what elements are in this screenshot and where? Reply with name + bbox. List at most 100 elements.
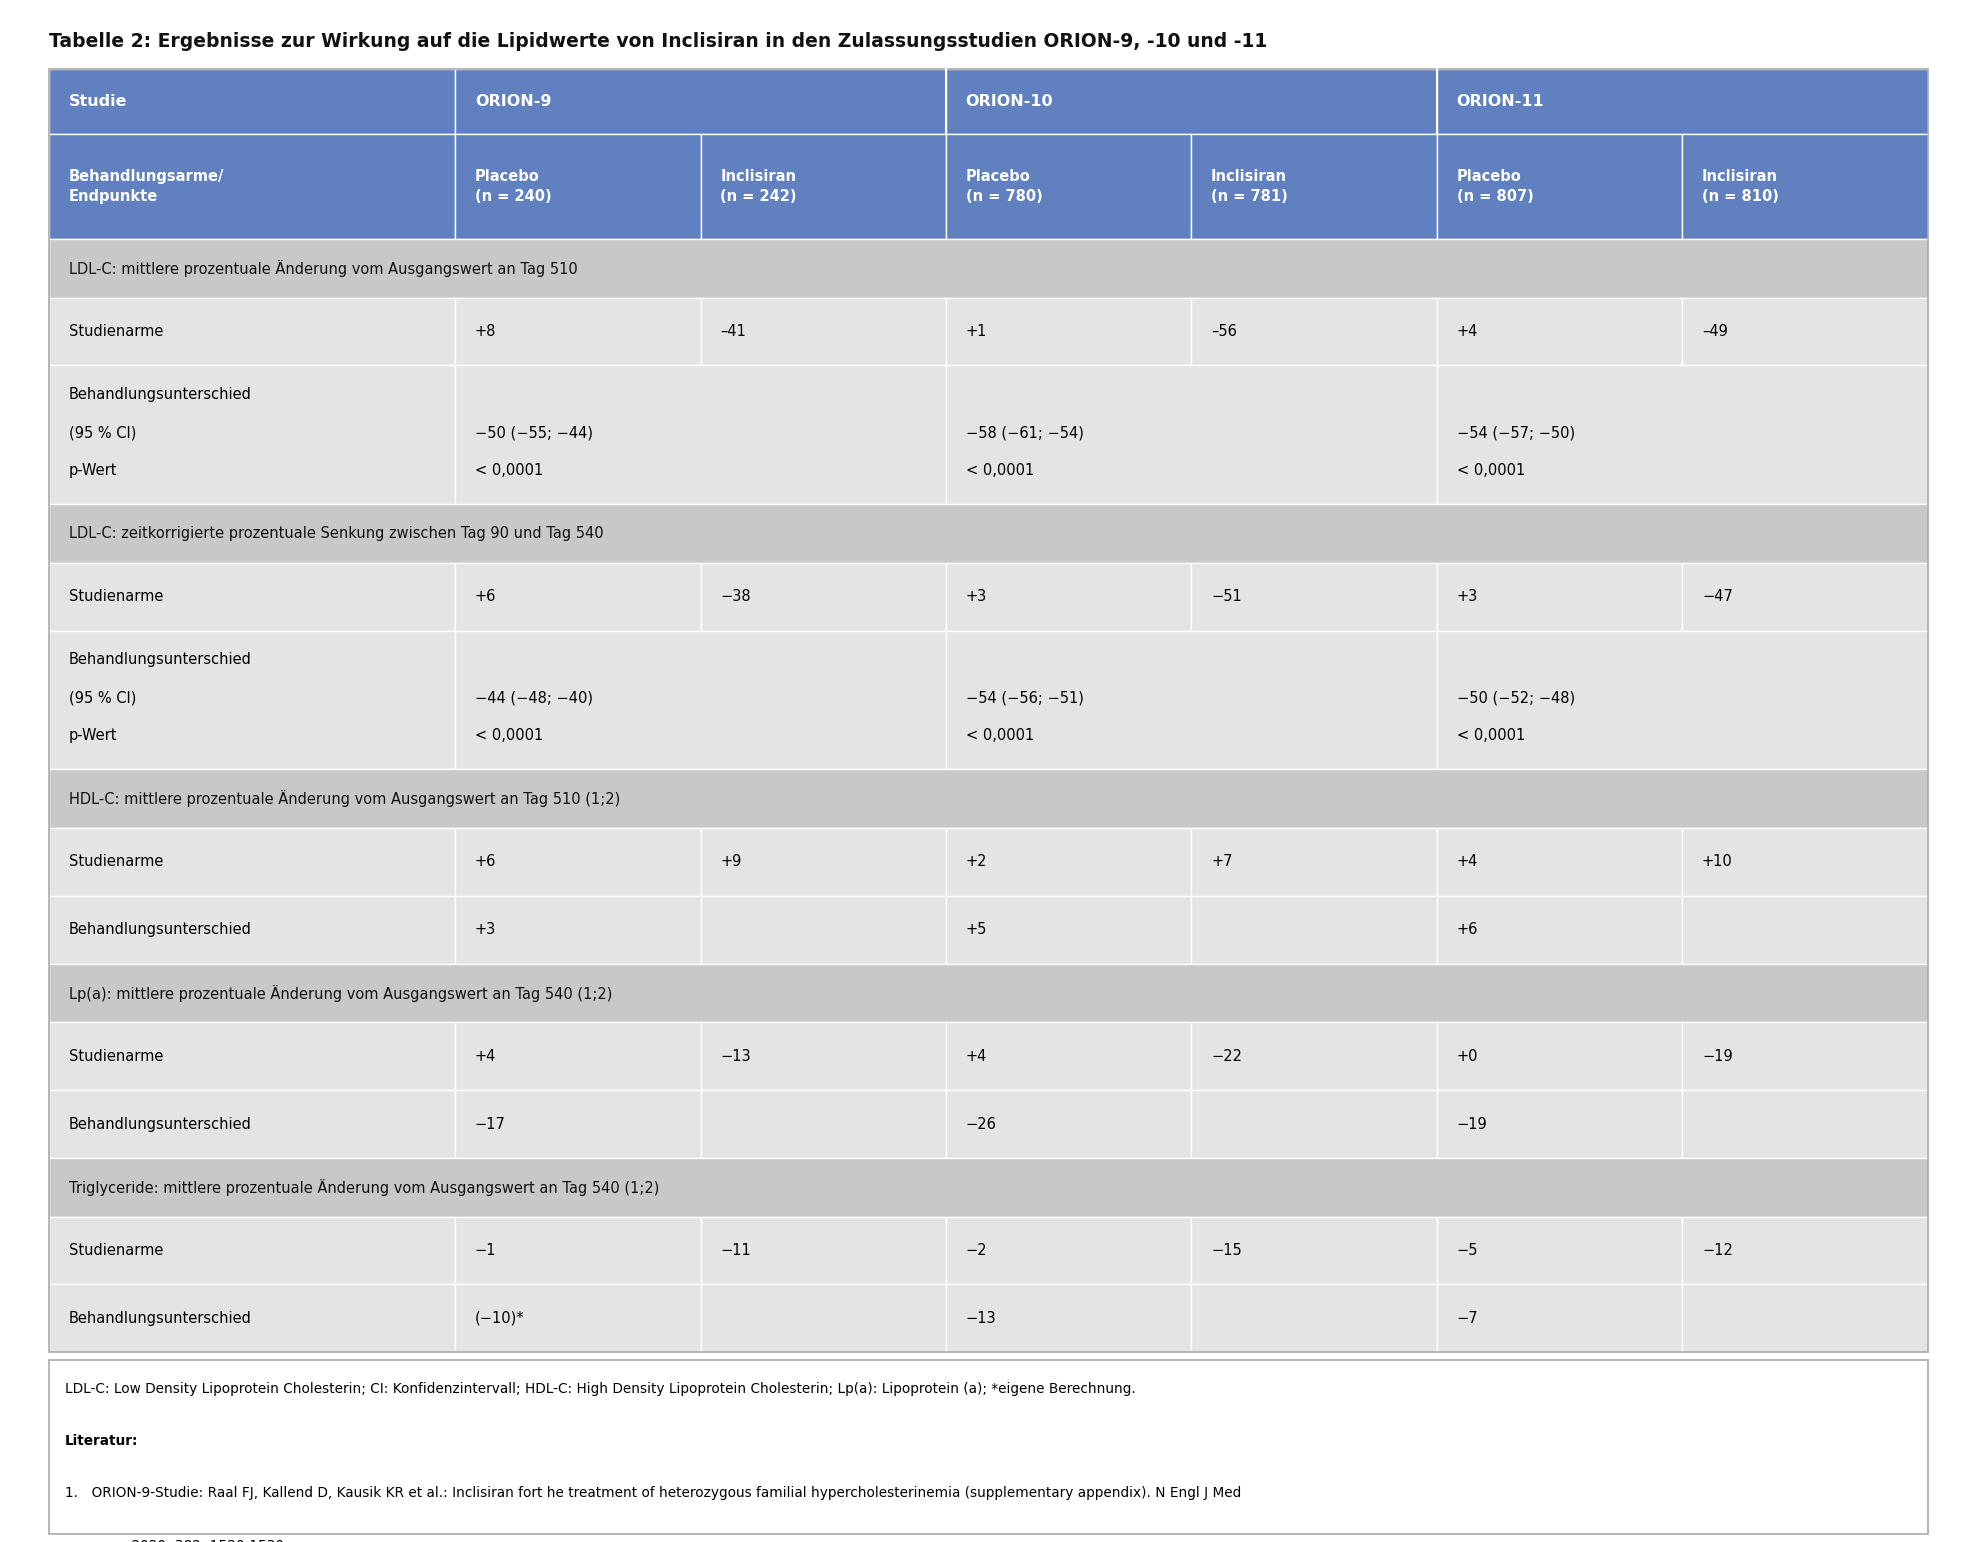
Text: −15: −15 <box>1210 1243 1242 1258</box>
Bar <box>1437 365 1928 504</box>
Bar <box>455 365 946 504</box>
Bar <box>1437 631 1928 769</box>
Bar <box>700 134 946 239</box>
Bar <box>946 69 1437 134</box>
Bar <box>946 1090 1190 1158</box>
Text: −13: −13 <box>966 1311 995 1326</box>
Text: −1: −1 <box>475 1243 497 1258</box>
Text: −38: −38 <box>719 589 751 604</box>
Text: −47: −47 <box>1701 589 1733 604</box>
Text: p-Wert: p-Wert <box>69 463 118 478</box>
Bar <box>1190 134 1437 239</box>
Bar <box>1681 1022 1928 1090</box>
Text: +6: +6 <box>475 589 497 604</box>
Bar <box>455 631 946 769</box>
Text: +7: +7 <box>1210 854 1232 870</box>
Text: Studienarme: Studienarme <box>69 854 164 870</box>
Text: LDL-C: zeitkorrigierte prozentuale Senkung zwischen Tag 90 und Tag 540: LDL-C: zeitkorrigierte prozentuale Senku… <box>69 526 603 541</box>
Text: −54 (−57; −50): −54 (−57; −50) <box>1457 426 1575 439</box>
Text: ORION-11: ORION-11 <box>1457 94 1543 109</box>
Text: −5: −5 <box>1457 1243 1478 1258</box>
Bar <box>455 563 700 631</box>
Text: +3: +3 <box>1457 589 1478 604</box>
Bar <box>1681 1284 1928 1352</box>
Bar <box>455 298 700 365</box>
Bar <box>49 1284 455 1352</box>
Text: HDL-C: mittlere prozentuale Änderung vom Ausgangswert an Tag 510 (1;2): HDL-C: mittlere prozentuale Änderung vom… <box>69 790 621 808</box>
Bar <box>1681 134 1928 239</box>
Text: Inclisiran
(n = 242): Inclisiran (n = 242) <box>719 170 796 204</box>
Text: −11: −11 <box>719 1243 751 1258</box>
Text: < 0,0001: < 0,0001 <box>1457 463 1526 478</box>
Text: –41: –41 <box>719 324 747 339</box>
Text: LDL-C: mittlere prozentuale Änderung vom Ausgangswert an Tag 510: LDL-C: mittlere prozentuale Änderung vom… <box>69 259 578 278</box>
Bar <box>700 298 946 365</box>
Bar <box>1681 1217 1928 1284</box>
Text: Behandlungsunterschied: Behandlungsunterschied <box>69 387 252 402</box>
Text: (−10)*: (−10)* <box>475 1311 524 1326</box>
Bar <box>1437 828 1681 896</box>
Bar <box>700 896 946 964</box>
Text: Triglyceride: mittlere prozentuale Änderung vom Ausgangswert an Tag 540 (1;2): Triglyceride: mittlere prozentuale Änder… <box>69 1178 660 1197</box>
Bar <box>1190 1217 1437 1284</box>
Bar <box>49 504 1928 563</box>
Text: 1. ORION-9-Studie: Raal FJ, Kallend D, Kausik KR et al.: Inclisiran fort he trea: 1. ORION-9-Studie: Raal FJ, Kallend D, K… <box>65 1486 1242 1500</box>
Text: +8: +8 <box>475 324 497 339</box>
Bar <box>700 563 946 631</box>
Bar <box>1437 298 1681 365</box>
Bar <box>1437 1090 1681 1158</box>
Bar <box>1681 828 1928 896</box>
Text: Studie: Studie <box>69 94 128 109</box>
Bar <box>1190 828 1437 896</box>
Text: +6: +6 <box>1457 922 1478 938</box>
Bar <box>49 769 1928 828</box>
Text: −19: −19 <box>1701 1049 1733 1064</box>
Bar <box>700 1284 946 1352</box>
Text: +9: +9 <box>719 854 741 870</box>
Text: −17: −17 <box>475 1116 507 1132</box>
Bar <box>49 298 455 365</box>
Text: +4: +4 <box>966 1049 987 1064</box>
Bar <box>1190 1090 1437 1158</box>
Text: −12: −12 <box>1701 1243 1733 1258</box>
Text: −51: −51 <box>1210 589 1242 604</box>
Bar <box>946 298 1190 365</box>
Text: Behandlungsunterschied: Behandlungsunterschied <box>69 652 252 668</box>
Text: Placebo
(n = 807): Placebo (n = 807) <box>1457 170 1533 204</box>
Bar <box>49 239 1928 298</box>
Text: −50 (−52; −48): −50 (−52; −48) <box>1457 691 1575 705</box>
Bar <box>1190 1284 1437 1352</box>
Text: 2020; 382: 1520-1530.: 2020; 382: 1520-1530. <box>114 1539 288 1542</box>
Text: –49: –49 <box>1701 324 1729 339</box>
Bar <box>455 69 946 134</box>
Bar <box>946 828 1190 896</box>
Text: −2: −2 <box>966 1243 987 1258</box>
Text: +5: +5 <box>966 922 987 938</box>
Text: Lp(a): mittlere prozentuale Änderung vom Ausgangswert an Tag 540 (1;2): Lp(a): mittlere prozentuale Änderung vom… <box>69 984 613 1002</box>
Bar <box>49 631 455 769</box>
Bar <box>1681 563 1928 631</box>
Bar <box>455 1022 700 1090</box>
Bar <box>1190 298 1437 365</box>
Text: −13: −13 <box>719 1049 751 1064</box>
Text: Tabelle 2: Ergebnisse zur Wirkung auf die Lipidwerte von Inclisiran in den Zulas: Tabelle 2: Ergebnisse zur Wirkung auf di… <box>49 32 1267 51</box>
Bar <box>700 1217 946 1284</box>
Bar <box>49 896 455 964</box>
Bar <box>49 1217 455 1284</box>
Bar <box>1437 134 1681 239</box>
Bar <box>49 365 455 504</box>
Bar <box>700 1090 946 1158</box>
Text: −19: −19 <box>1457 1116 1488 1132</box>
Bar <box>1437 896 1681 964</box>
Bar <box>455 896 700 964</box>
Bar <box>1437 1217 1681 1284</box>
Text: –56: –56 <box>1210 324 1238 339</box>
Bar <box>455 828 700 896</box>
Bar <box>1437 1022 1681 1090</box>
Bar <box>49 1022 455 1090</box>
Text: Behandlungsunterschied: Behandlungsunterschied <box>69 922 252 938</box>
Text: Inclisiran
(n = 810): Inclisiran (n = 810) <box>1701 170 1778 204</box>
Bar <box>946 1217 1190 1284</box>
Text: (95 % CI): (95 % CI) <box>69 691 136 705</box>
Text: −54 (−56; −51): −54 (−56; −51) <box>966 691 1084 705</box>
